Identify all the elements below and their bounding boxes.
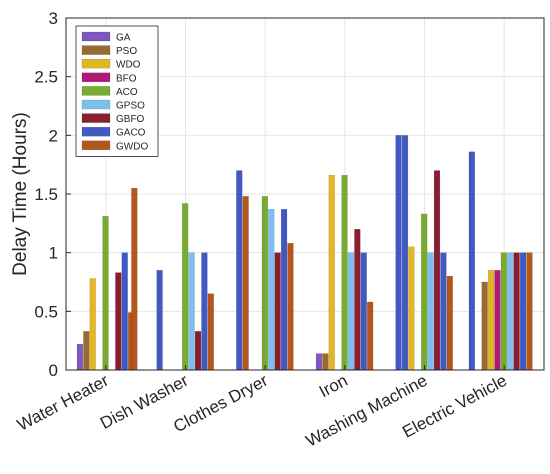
bar-gpso [507, 252, 514, 371]
legend-swatch [81, 99, 111, 110]
legend-entry: GPSO [116, 101, 145, 112]
bar-gaco [121, 252, 128, 371]
bar-aco [261, 196, 268, 371]
bar-gaco [440, 252, 447, 371]
bar-aco [500, 252, 507, 371]
legend-entry: GBFO [116, 114, 145, 125]
bar-pso [481, 281, 488, 371]
bar-gpso [427, 252, 434, 371]
y-tick-label: 1 [49, 244, 58, 263]
y-axis-label: Delay Time (Hours) [10, 112, 31, 276]
bar-gaco [519, 252, 527, 371]
y-tick-label: 2.5 [34, 68, 58, 87]
bar-ga [315, 353, 323, 371]
bar-wdo [487, 270, 495, 371]
legend-entry: WDO [116, 60, 141, 71]
y-tick-label: 2 [49, 126, 58, 145]
bar-extra [156, 270, 163, 371]
legend-entry: GWDO [116, 141, 148, 152]
legend-entry: GA [116, 33, 131, 44]
bar-extra [242, 196, 249, 371]
bar-gwdo [207, 293, 214, 371]
bar-aco [182, 203, 189, 371]
y-tick-label: 0.5 [34, 302, 58, 321]
y-tick-label: 1.5 [34, 185, 58, 204]
bar-pso [322, 353, 329, 371]
bar-gwdo [367, 301, 374, 371]
x-tick-label: Water Heater [14, 371, 112, 435]
legend: GA PSO WDO BFO ACO GPSO GBFO GACO GWDO [75, 25, 159, 157]
bar-wdo [328, 175, 335, 371]
x-tick-label: Iron [316, 371, 351, 402]
legend-entry: ACO [116, 87, 138, 98]
legend-swatch [81, 126, 111, 137]
legend-swatch [81, 72, 111, 83]
legend-swatch [81, 113, 111, 123]
legend-entry: BFO [116, 73, 137, 84]
bar-bfo [494, 270, 501, 371]
bar-ga [76, 343, 84, 371]
bar-gwdo [526, 252, 533, 371]
bar-gaco [280, 209, 288, 371]
bar-extra [236, 170, 243, 371]
bar-extra [395, 135, 402, 371]
bar-gbfo [194, 331, 202, 371]
bar-extra [131, 187, 138, 371]
bar-gpso [188, 252, 195, 371]
y-tick-label: 3 [49, 9, 58, 28]
bar-gbfo [433, 170, 441, 371]
bar-aco [341, 175, 348, 371]
bars [76, 135, 533, 371]
legend-swatch [81, 31, 111, 42]
bar-extra [468, 151, 475, 371]
bar-gpso [268, 209, 275, 371]
bar-gbfo [274, 252, 281, 371]
bar-gaco [201, 252, 208, 371]
bar-wdo [408, 246, 415, 371]
bar-gaco [360, 252, 367, 371]
bar-gwdo [287, 243, 294, 371]
bar-extra [401, 135, 409, 371]
bar-gpso [347, 252, 355, 371]
y-tick-label: 0 [49, 361, 58, 380]
y-axis-ticks: 0 0.5 1 1.5 2 2.5 3 [34, 9, 71, 380]
bar-aco [102, 216, 109, 371]
legend-entry: PSO [116, 46, 137, 57]
legend-swatch [81, 45, 111, 55]
bar-aco [421, 213, 428, 371]
bar-gbfo [513, 252, 520, 371]
bar-pso [83, 331, 90, 371]
legend-swatch [81, 59, 111, 69]
bar-gbfo [354, 228, 361, 371]
legend-entry: GACO [116, 128, 146, 139]
bar-gbfo [115, 272, 122, 371]
legend-swatch [81, 140, 111, 151]
bar-wdo [89, 278, 96, 371]
legend-swatch [81, 86, 111, 96]
bar-gwdo [446, 275, 453, 371]
